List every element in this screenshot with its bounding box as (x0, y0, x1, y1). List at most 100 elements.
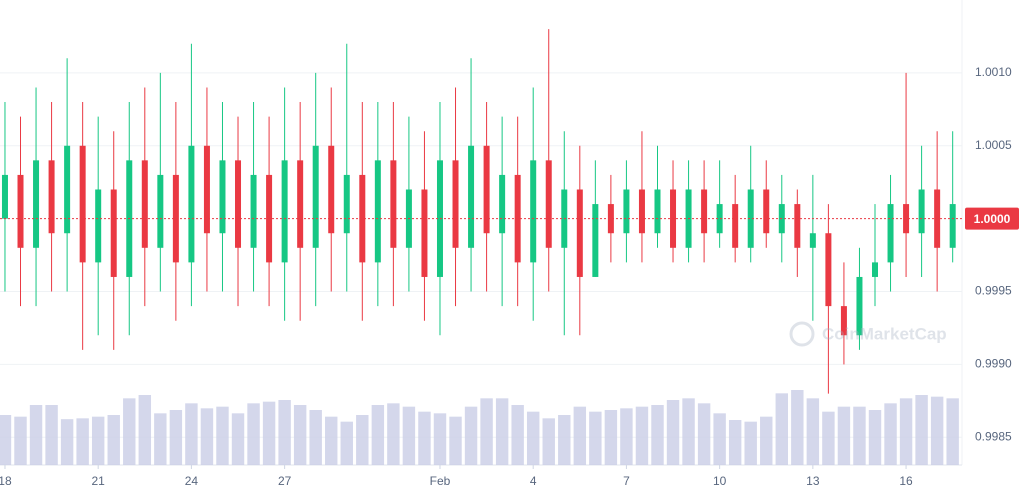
volume-bar (822, 411, 835, 465)
volume-bar (340, 421, 353, 465)
candle-body (716, 204, 723, 234)
volume-bar (930, 396, 944, 465)
volume-bar (138, 395, 152, 465)
candle-body (33, 160, 40, 248)
x-tick-label: 4 (530, 474, 537, 488)
volume-bar (589, 411, 602, 465)
volume-bar (76, 418, 89, 465)
candle-body (64, 145, 71, 234)
volume-bar (14, 416, 27, 465)
candle-body (763, 189, 770, 234)
y-tick-label: 0.9990 (975, 357, 1012, 371)
volume-bar (542, 418, 555, 465)
y-tick-label: 0.9995 (975, 284, 1012, 298)
candle-body (918, 189, 925, 234)
volume-bar (262, 401, 276, 465)
candle-body (359, 174, 366, 263)
candle-body (887, 204, 894, 263)
x-tick-label: Feb (430, 474, 451, 488)
volume-bar (371, 405, 385, 465)
volume-bar (620, 408, 633, 465)
volume-bar (480, 398, 493, 465)
watermark-text: CoinMarketCap (822, 324, 947, 343)
candle-body (374, 160, 381, 263)
volume-bar (200, 408, 214, 465)
candle-body (343, 174, 350, 234)
volume-bar (713, 413, 726, 465)
candle-body (421, 189, 428, 277)
candle-body (607, 204, 614, 234)
volume-bar (775, 393, 788, 465)
candle-body (949, 204, 956, 248)
candle-body (623, 189, 630, 234)
volume-bar (60, 419, 74, 465)
volume-bar (495, 398, 509, 465)
volume-bar (309, 410, 322, 465)
volume-bar (216, 406, 229, 465)
volume-bar (682, 398, 695, 465)
y-tick-label: 0.9985 (975, 429, 1012, 443)
volume-bar (884, 403, 897, 465)
x-tick-label: 27 (278, 474, 292, 488)
watermark: CoinMarketCap (789, 321, 947, 347)
candle-body (825, 233, 832, 307)
y-tick-label: 1.0005 (975, 138, 1012, 152)
x-tick-label: 10 (713, 474, 727, 488)
volume-bar (946, 398, 959, 465)
volume-bar (278, 400, 291, 465)
candle-body (172, 174, 179, 263)
x-tick-label: 24 (185, 474, 199, 488)
volume-bar (418, 411, 431, 465)
volume-bar (154, 413, 167, 465)
volume-bar (402, 406, 416, 465)
candle-body (576, 189, 583, 277)
volume-bar (744, 421, 757, 465)
x-tick-label: 7 (623, 474, 630, 488)
volume-bar (449, 416, 462, 465)
candle-body (530, 160, 537, 263)
x-tick-label: 13 (806, 474, 820, 488)
volume-bar (123, 398, 136, 465)
x-tick-label: 18 (0, 474, 12, 488)
volume-bar (899, 398, 913, 465)
volume-bar (387, 403, 400, 465)
candle-body (390, 160, 397, 248)
candle-body (856, 276, 863, 336)
volume-bar (526, 411, 540, 465)
volume-bar (806, 398, 820, 465)
volume-bar (635, 406, 649, 465)
volume-bar (464, 406, 478, 465)
watermark-logo (789, 321, 815, 347)
volume-bar (91, 416, 105, 465)
candle-body (157, 174, 164, 248)
volume-bar (356, 415, 369, 465)
x-tick-label: 21 (92, 474, 106, 488)
volume-bar (293, 405, 307, 465)
volume-bar (791, 390, 804, 465)
candle-body (312, 145, 319, 248)
candle-body (654, 189, 661, 234)
volume-bar (231, 413, 245, 465)
volume-bar (853, 406, 866, 465)
volume-bar (185, 403, 198, 465)
last-price-label: 1.0000 (974, 212, 1011, 226)
candle-body (468, 145, 475, 248)
candle-body (235, 160, 242, 248)
volume-bar (169, 410, 183, 465)
volume-bar (837, 406, 851, 465)
candle-body (701, 189, 708, 234)
candle-body (794, 204, 801, 248)
volume-bar (651, 405, 664, 465)
volume-bar (558, 415, 571, 465)
volume-bar (604, 410, 618, 465)
y-tick-label: 1.0010 (975, 65, 1012, 79)
candle-body (499, 174, 506, 234)
candle-body (903, 204, 910, 234)
last-price-box (965, 207, 1019, 230)
candle-body (110, 189, 117, 277)
candle-body (17, 174, 24, 248)
volume-bar (107, 415, 120, 465)
candle-body (79, 145, 86, 263)
candle-body (188, 145, 195, 263)
